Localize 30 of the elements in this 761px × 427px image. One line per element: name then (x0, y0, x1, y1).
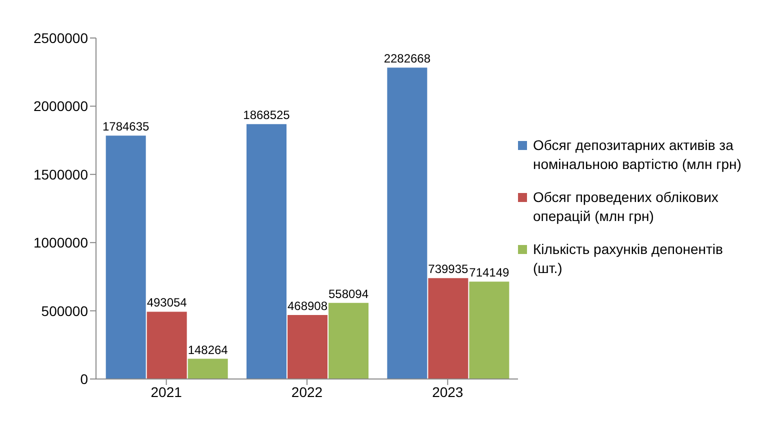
data-label: 493054 (146, 296, 188, 310)
legend-label: Кількість рахунків депонентів (шт.) (533, 240, 724, 278)
y-tick-label: 1500000 (33, 166, 88, 182)
data-label: 558094 (328, 286, 369, 301)
x-tick-label: 2023 (432, 384, 464, 400)
x-tick-label: 2022 (291, 384, 323, 400)
data-label: 2282668 (384, 52, 431, 66)
legend-label: Обсяг проведених облікових операцій (млн грн) (533, 188, 720, 226)
bar (146, 312, 187, 379)
bar (288, 315, 328, 379)
bar (246, 124, 287, 379)
y-tick-label: 1000000 (33, 234, 88, 251)
bar (469, 282, 510, 379)
bar (188, 358, 228, 379)
bar (328, 302, 369, 379)
data-label: 468908 (287, 299, 328, 314)
data-label: 148264 (188, 342, 228, 357)
data-label: 714149 (469, 266, 510, 280)
bar (387, 68, 428, 379)
x-tick-label: 2021 (150, 384, 182, 400)
y-tick-label: 2000000 (33, 98, 88, 114)
y-tick-label: 2500000 (33, 30, 88, 46)
bar (106, 136, 146, 379)
bar (428, 278, 468, 379)
data-label: 1868525 (243, 108, 290, 122)
y-tick-label: 500000 (41, 302, 88, 319)
data-label: 1784635 (102, 120, 150, 134)
y-tick-label: 0 (80, 370, 88, 387)
data-label: 739935 (428, 262, 469, 276)
legend-label: Обсяг депозитарних активів за номінальною вартістю (млн грн) (533, 136, 742, 174)
